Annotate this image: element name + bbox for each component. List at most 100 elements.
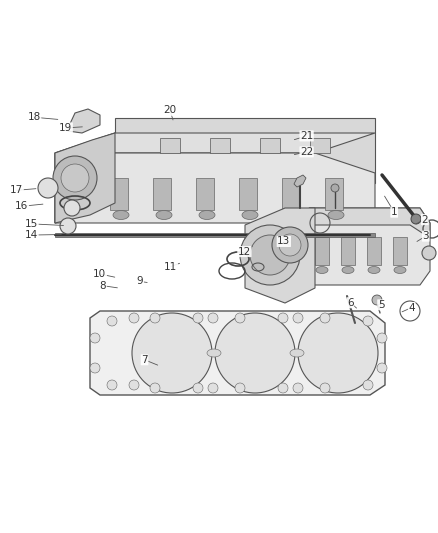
Circle shape — [150, 313, 160, 323]
Circle shape — [279, 234, 301, 256]
Polygon shape — [196, 178, 214, 210]
Ellipse shape — [290, 349, 304, 357]
Polygon shape — [90, 311, 385, 395]
Polygon shape — [153, 178, 171, 210]
Circle shape — [320, 313, 330, 323]
Circle shape — [320, 383, 330, 393]
Ellipse shape — [316, 266, 328, 273]
Circle shape — [422, 246, 436, 260]
Polygon shape — [110, 178, 128, 210]
Circle shape — [129, 380, 139, 390]
Polygon shape — [282, 178, 300, 210]
Polygon shape — [55, 233, 375, 237]
Circle shape — [278, 383, 288, 393]
Circle shape — [293, 313, 303, 323]
Text: 10: 10 — [93, 269, 106, 279]
Circle shape — [235, 383, 245, 393]
Text: 3: 3 — [422, 231, 429, 241]
Circle shape — [107, 316, 117, 326]
Text: 19: 19 — [59, 123, 72, 133]
Circle shape — [363, 380, 373, 390]
Circle shape — [90, 363, 100, 373]
Text: 11: 11 — [164, 262, 177, 271]
Polygon shape — [55, 133, 375, 153]
Circle shape — [193, 383, 203, 393]
Polygon shape — [315, 237, 329, 265]
Ellipse shape — [156, 211, 172, 220]
Circle shape — [215, 313, 295, 393]
Circle shape — [363, 316, 373, 326]
Circle shape — [411, 214, 421, 224]
Ellipse shape — [394, 266, 406, 273]
Polygon shape — [115, 118, 375, 183]
Ellipse shape — [113, 211, 129, 220]
Circle shape — [293, 383, 303, 393]
Polygon shape — [55, 133, 115, 223]
Text: 9: 9 — [137, 277, 144, 286]
Polygon shape — [55, 153, 375, 238]
Polygon shape — [239, 178, 257, 210]
Polygon shape — [68, 109, 100, 133]
Circle shape — [107, 380, 117, 390]
Polygon shape — [393, 237, 407, 265]
Circle shape — [208, 383, 218, 393]
Polygon shape — [367, 237, 381, 265]
Circle shape — [193, 313, 203, 323]
Polygon shape — [275, 208, 430, 238]
Text: 18: 18 — [28, 112, 41, 122]
Polygon shape — [310, 138, 330, 153]
Polygon shape — [294, 175, 306, 187]
Circle shape — [61, 164, 89, 192]
Circle shape — [132, 313, 212, 393]
Circle shape — [377, 363, 387, 373]
Polygon shape — [245, 208, 315, 303]
Circle shape — [250, 235, 290, 275]
Text: 6: 6 — [347, 298, 354, 308]
Circle shape — [90, 333, 100, 343]
Circle shape — [278, 313, 288, 323]
Text: 16: 16 — [15, 201, 28, 211]
Circle shape — [240, 225, 300, 285]
Text: 17: 17 — [10, 185, 23, 195]
Polygon shape — [55, 133, 115, 223]
Ellipse shape — [328, 211, 344, 220]
Polygon shape — [260, 138, 280, 153]
Circle shape — [235, 313, 245, 323]
Circle shape — [53, 156, 97, 200]
Circle shape — [298, 313, 378, 393]
Polygon shape — [325, 178, 343, 210]
Polygon shape — [341, 237, 355, 265]
Circle shape — [372, 295, 382, 305]
Ellipse shape — [285, 211, 301, 220]
Circle shape — [208, 313, 218, 323]
Text: 4: 4 — [408, 303, 415, 312]
Text: 1: 1 — [391, 207, 398, 217]
Text: 8: 8 — [99, 281, 106, 290]
Text: 21: 21 — [300, 131, 313, 141]
Polygon shape — [275, 208, 310, 275]
Text: 5: 5 — [378, 300, 385, 310]
Circle shape — [64, 200, 80, 216]
Ellipse shape — [342, 266, 354, 273]
Text: 20: 20 — [163, 106, 177, 115]
Text: 12: 12 — [238, 247, 251, 256]
Ellipse shape — [242, 211, 258, 220]
Circle shape — [150, 383, 160, 393]
Circle shape — [272, 227, 308, 263]
Polygon shape — [160, 138, 180, 153]
Text: 7: 7 — [141, 355, 148, 365]
Text: 14: 14 — [25, 230, 38, 240]
Circle shape — [38, 178, 58, 198]
Circle shape — [60, 218, 76, 234]
Ellipse shape — [207, 349, 221, 357]
Text: 13: 13 — [277, 237, 290, 246]
Circle shape — [331, 184, 339, 192]
Ellipse shape — [368, 266, 380, 273]
Text: 15: 15 — [25, 219, 38, 229]
Ellipse shape — [199, 211, 215, 220]
Text: 2: 2 — [421, 215, 428, 224]
Polygon shape — [275, 208, 430, 285]
Circle shape — [377, 333, 387, 343]
Circle shape — [129, 313, 139, 323]
Text: 22: 22 — [300, 147, 313, 157]
